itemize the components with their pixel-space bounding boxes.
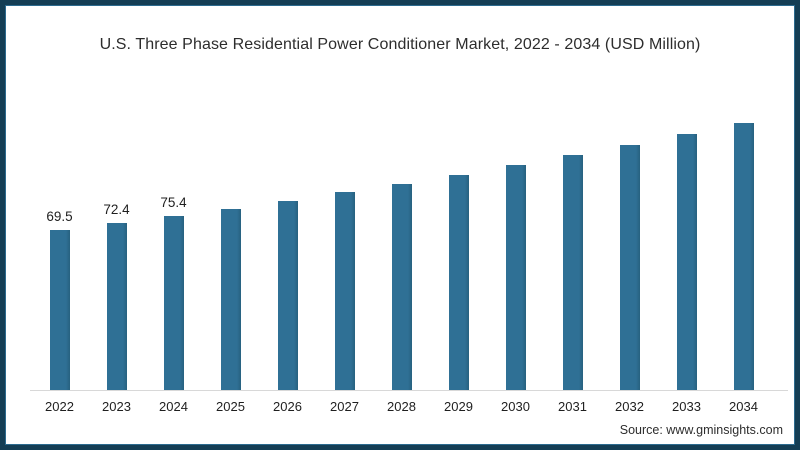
bar-2024 (163, 216, 184, 390)
value-label-2024: 75.4 (160, 195, 187, 210)
x-tick-label-2026: 2026 (273, 399, 302, 414)
value-label-2023: 72.4 (103, 202, 130, 217)
x-tick-label-2032: 2032 (615, 399, 644, 414)
bar-2030 (505, 165, 526, 390)
bar-group-2027: 2027 (316, 60, 373, 414)
bar-2031 (562, 155, 583, 390)
source-credit: Source: www.gminsights.com (619, 423, 783, 437)
bar-group-2028: 2028 (373, 60, 430, 414)
bar-group-2024: 75.4 2024 (145, 60, 202, 414)
x-tick-label-2031: 2031 (558, 399, 587, 414)
x-tick-label-2022: 2022 (45, 399, 74, 414)
bar-2022 (49, 230, 70, 390)
x-tick-label-2028: 2028 (387, 399, 416, 414)
bar-group-2023: 72.4 2023 (88, 60, 145, 414)
x-tick-label-2023: 2023 (102, 399, 131, 414)
bar-2032 (619, 145, 640, 390)
bar-group-2033: 2033 (658, 60, 715, 414)
bar-2026 (277, 201, 298, 390)
bar-2025 (220, 209, 241, 390)
bar-group-2029: 2029 (430, 60, 487, 414)
bar-group-2032: 2032 (601, 60, 658, 414)
chart-title: U.S. Three Phase Residential Power Condi… (99, 36, 701, 53)
bar-2033 (676, 134, 697, 390)
bar-group-2025: 2025 (202, 60, 259, 414)
x-tick-label-2030: 2030 (501, 399, 530, 414)
bar-group-2031: 2031 (544, 60, 601, 414)
x-tick-label-2027: 2027 (330, 399, 359, 414)
x-axis-line (30, 390, 788, 391)
bar-2034 (733, 123, 754, 390)
bar-2029 (448, 175, 469, 390)
bar-group-2034: 2034 (715, 60, 772, 414)
bar-2023 (106, 223, 127, 390)
bar-2027 (334, 192, 355, 390)
bar-group-2022: 69.5 2022 (31, 60, 88, 414)
bar-group-2026: 2026 (259, 60, 316, 414)
bar-group-2030: 2030 (487, 60, 544, 414)
x-tick-label-2029: 2029 (444, 399, 473, 414)
x-tick-label-2025: 2025 (216, 399, 245, 414)
value-label-2022: 69.5 (46, 209, 73, 224)
bar-plot-area: 69.5 2022 72.4 2023 75.4 2024 2025 2026 2027 2028… (31, 60, 772, 414)
x-tick-label-2033: 2033 (672, 399, 701, 414)
x-tick-label-2024: 2024 (159, 399, 188, 414)
x-tick-label-2034: 2034 (729, 399, 758, 414)
bar-2028 (391, 184, 412, 390)
